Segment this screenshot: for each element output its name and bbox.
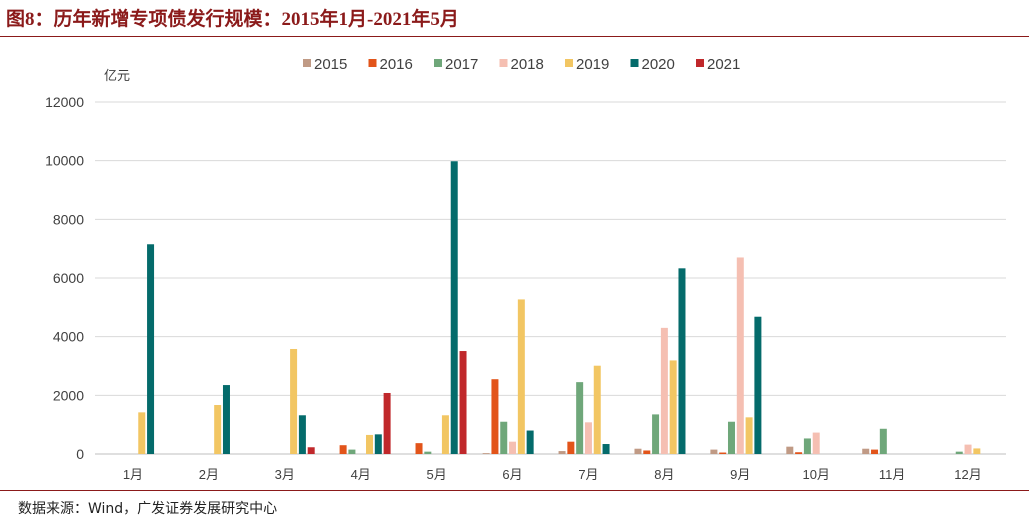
legend-label-2018: 2018 bbox=[511, 56, 544, 73]
bar-2015-9月 bbox=[710, 449, 718, 454]
bar-2015-10月 bbox=[786, 446, 794, 454]
bar-2017-12月 bbox=[955, 451, 963, 454]
bar-2017-8月 bbox=[652, 414, 660, 454]
y-tick-label: 4000 bbox=[53, 329, 84, 345]
bar-2016-5月 bbox=[415, 443, 423, 454]
bars bbox=[138, 161, 981, 454]
bar-2018-7月 bbox=[584, 422, 592, 454]
bar-2017-5月 bbox=[424, 451, 432, 454]
bar-2020-6月 bbox=[526, 430, 534, 454]
x-tick-label: 7月 bbox=[578, 467, 598, 482]
y-axis-label: 亿元 bbox=[104, 68, 130, 83]
legend-label-2019: 2019 bbox=[576, 56, 609, 73]
x-axis-ticks: 1月 2月 3月 4月 5月 6月 7月 8月 9月 10月 11月 12月 bbox=[123, 467, 982, 482]
bar-2015-11月 bbox=[862, 448, 870, 454]
x-tick-label: 10月 bbox=[802, 467, 829, 482]
bar-2016-10月 bbox=[795, 452, 803, 454]
bar-2019-2月 bbox=[214, 405, 222, 454]
bar-2015-6月 bbox=[482, 453, 490, 454]
legend-swatch-2021 bbox=[696, 59, 704, 67]
bar-2017-6月 bbox=[500, 421, 508, 454]
bar-2018-6月 bbox=[509, 441, 517, 454]
x-tick-label: 6月 bbox=[502, 467, 522, 482]
bar-2020-5月 bbox=[450, 161, 458, 454]
x-tick-label: 5月 bbox=[427, 467, 447, 482]
legend: 2015 2016 2017 2018 2019 2020 2021 bbox=[303, 56, 740, 73]
legend-swatch-2020 bbox=[630, 59, 639, 67]
footer-divider bbox=[0, 490, 1029, 491]
bar-2017-9月 bbox=[727, 421, 735, 454]
bar-2017-10月 bbox=[803, 438, 811, 454]
bar-2017-7月 bbox=[576, 382, 584, 454]
y-tick-label: 12000 bbox=[45, 94, 84, 110]
bar-2021-3月 bbox=[307, 447, 315, 454]
legend-label-2021: 2021 bbox=[707, 56, 740, 73]
legend-swatch-2017 bbox=[434, 59, 442, 67]
bar-2016-8月 bbox=[643, 450, 651, 454]
y-tick-label: 0 bbox=[76, 446, 84, 462]
source-note: 数据来源：Wind，广发证券发展研究中心 bbox=[18, 501, 278, 517]
bar-2020-8月 bbox=[678, 268, 686, 454]
x-tick-label: 9月 bbox=[730, 467, 750, 482]
legend-swatch-2019 bbox=[565, 59, 573, 67]
title-divider bbox=[0, 36, 1029, 37]
bar-2019-12月 bbox=[973, 448, 981, 454]
x-tick-label: 2月 bbox=[199, 467, 219, 482]
legend-label-2020: 2020 bbox=[642, 56, 675, 73]
bar-2017-4月 bbox=[348, 449, 356, 454]
bar-2018-9月 bbox=[736, 257, 744, 454]
bar-2021-5月 bbox=[459, 351, 467, 454]
figure-title: 图8：历年新增专项债发行规模：2015年1月-2021年5月 bbox=[6, 9, 459, 30]
legend-swatch-2015 bbox=[303, 59, 311, 67]
x-tick-label: 12月 bbox=[954, 467, 981, 482]
bar-2019-5月 bbox=[441, 415, 449, 454]
bar-2018-12月 bbox=[964, 444, 972, 454]
x-tick-label: 4月 bbox=[351, 467, 371, 482]
bar-2018-8月 bbox=[660, 327, 668, 454]
bar-2018-10月 bbox=[812, 432, 820, 454]
bar-2016-4月 bbox=[339, 445, 347, 454]
bar-2016-7月 bbox=[567, 441, 575, 454]
x-tick-label: 1月 bbox=[123, 467, 143, 482]
y-tick-label: 10000 bbox=[45, 153, 84, 169]
bar-2019-9月 bbox=[745, 417, 753, 454]
bar-2020-4月 bbox=[374, 434, 382, 454]
bar-2019-8月 bbox=[669, 360, 677, 454]
y-tick-label: 8000 bbox=[53, 211, 84, 227]
gridlines bbox=[95, 101, 1006, 455]
bar-2020-7月 bbox=[602, 444, 610, 454]
x-tick-label: 3月 bbox=[275, 467, 295, 482]
bar-2021-4月 bbox=[383, 392, 391, 454]
bar-2016-9月 bbox=[719, 452, 727, 454]
legend-swatch-2016 bbox=[368, 59, 377, 67]
bar-2019-7月 bbox=[593, 365, 601, 454]
bar-2015-8月 bbox=[634, 448, 642, 454]
bar-2019-1月 bbox=[138, 412, 146, 454]
y-tick-label: 2000 bbox=[53, 387, 84, 403]
x-tick-label: 8月 bbox=[654, 467, 674, 482]
y-tick-label: 6000 bbox=[53, 270, 84, 286]
bar-2020-2月 bbox=[222, 385, 230, 454]
bar-2020-1月 bbox=[147, 244, 155, 454]
bar-2016-11月 bbox=[871, 449, 879, 454]
legend-swatch-2018 bbox=[499, 59, 508, 67]
bar-2019-6月 bbox=[517, 299, 525, 454]
y-axis-ticks: 0 2000 4000 6000 8000 10000 12000 bbox=[45, 94, 84, 462]
x-tick-label: 11月 bbox=[879, 467, 906, 482]
legend-label-2015: 2015 bbox=[314, 56, 347, 73]
bar-chart: 2015 2016 2017 2018 2019 2020 2021 亿元 0 2000 400… bbox=[45, 56, 1006, 482]
bar-2020-9月 bbox=[754, 316, 762, 454]
bar-2019-3月 bbox=[290, 348, 298, 454]
bar-2017-11月 bbox=[879, 428, 887, 454]
bar-2020-3月 bbox=[298, 415, 306, 454]
legend-label-2016: 2016 bbox=[380, 56, 413, 73]
bar-2019-4月 bbox=[366, 434, 374, 454]
legend-label-2017: 2017 bbox=[445, 56, 478, 73]
bar-2016-6月 bbox=[491, 379, 499, 454]
bar-2015-7月 bbox=[558, 451, 566, 454]
